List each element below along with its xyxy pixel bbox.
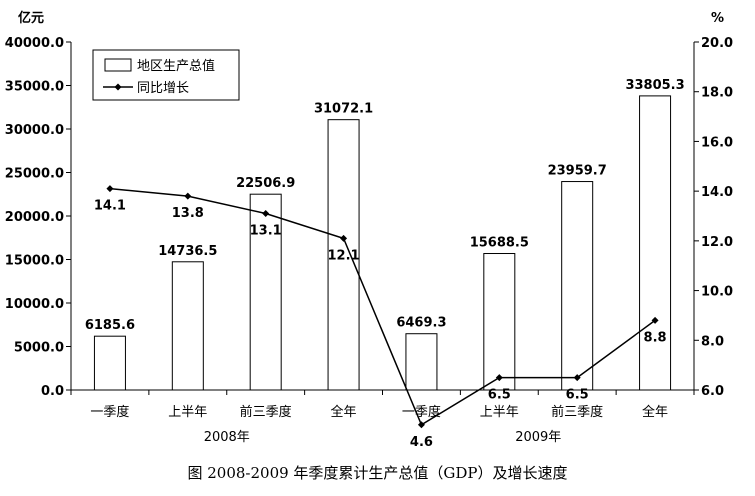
category-label: 上半年 [168, 405, 207, 420]
right-unit-label: % [711, 11, 724, 26]
left-tick-label: 10000.0 [5, 297, 64, 312]
category-label: 前三季度 [240, 404, 292, 420]
bar-value-label: 33805.3 [625, 78, 684, 93]
left-tick-label: 0.0 [41, 384, 64, 399]
growth-point [340, 234, 348, 242]
left-tick-label: 15000.0 [5, 254, 64, 269]
group-label: 2008年 [204, 430, 250, 445]
gdp-bar [93, 335, 126, 391]
left-tick-label: 40000.0 [5, 36, 64, 51]
growth-point [262, 210, 270, 218]
right-tick-label: 12.0 [701, 235, 733, 250]
gdp-bar [171, 261, 204, 391]
left-tick-label: 25000.0 [5, 167, 64, 182]
gdp-bar [249, 193, 282, 391]
growth-point [495, 374, 503, 382]
right-tick-label: 14.0 [701, 185, 733, 200]
growth-value-label: 4.6 [410, 435, 433, 450]
bar-value-label: 15688.5 [470, 236, 529, 251]
line-series [106, 185, 659, 429]
legend-line-marker [114, 83, 122, 91]
category-label: 前三季度 [551, 404, 603, 420]
group-label: 2009年 [515, 430, 561, 445]
growth-value-label: 14.1 [94, 199, 126, 214]
legend-bar-swatch [104, 58, 132, 72]
right-tick-label: 8.0 [701, 334, 724, 349]
growth-point [573, 374, 581, 382]
right-tick-label: 16.0 [701, 135, 733, 150]
bar-value-label: 6185.6 [85, 318, 135, 333]
bar-value-label: 22506.9 [236, 176, 295, 191]
left-tick-label: 30000.0 [5, 123, 64, 138]
right-tick-label: 6.0 [701, 384, 724, 399]
right-tick-label: 10.0 [701, 285, 733, 300]
left-tick-label: 20000.0 [5, 210, 64, 225]
right-tick-label: 18.0 [701, 86, 733, 101]
growth-point [651, 316, 659, 324]
legend-box [92, 49, 240, 101]
left-tick-label: 5000.0 [14, 341, 64, 356]
category-label: 一季度 [90, 404, 129, 420]
gdp-bar [639, 95, 672, 391]
category-label: 上半年 [480, 405, 519, 420]
category-label: 全年 [642, 404, 668, 420]
growth-value-label: 6.5 [488, 388, 511, 403]
bar-value-label: 23959.7 [548, 164, 607, 179]
growth-value-label: 6.5 [566, 388, 589, 403]
chart-caption: 图 2008-2009 年季度累计生产总值（GDP）及增长速度 [187, 464, 568, 482]
growth-point [417, 421, 425, 429]
right-tick-label: 20.0 [701, 36, 733, 51]
legend-line-label: 同比增长 [137, 81, 189, 96]
growth-value-label: 12.1 [328, 248, 360, 263]
growth-line [109, 187, 656, 426]
axes: 0.0 5000.0 10000.0 15000.0 20000.0 25000.0 300… [5, 10, 733, 445]
category-label: 全年 [331, 404, 357, 420]
data-labels: 6185.6 14736.5 22506.9 31072.1 6469.3 15688.5… [85, 78, 685, 450]
growth-value-label: 13.1 [250, 224, 282, 239]
growth-value-label: 8.8 [644, 330, 667, 345]
gdp-bar [561, 181, 594, 391]
bar-value-label: 6469.3 [396, 316, 446, 331]
category-label: 一季度 [402, 404, 441, 420]
gdp-bar [327, 119, 360, 391]
growth-value-label: 13.8 [172, 206, 204, 221]
legend-bar-label: 地区生产总值 [137, 58, 215, 74]
gdp-bar [405, 333, 438, 391]
growth-point [184, 192, 192, 200]
bar-value-label: 14736.5 [158, 244, 217, 259]
bar-value-label: 31072.1 [314, 102, 373, 117]
growth-point [106, 185, 114, 193]
left-tick-label: 35000.0 [5, 80, 64, 95]
gdp-bar [483, 253, 516, 391]
bar-series [93, 95, 672, 391]
left-unit-label: 亿元 [18, 10, 44, 26]
